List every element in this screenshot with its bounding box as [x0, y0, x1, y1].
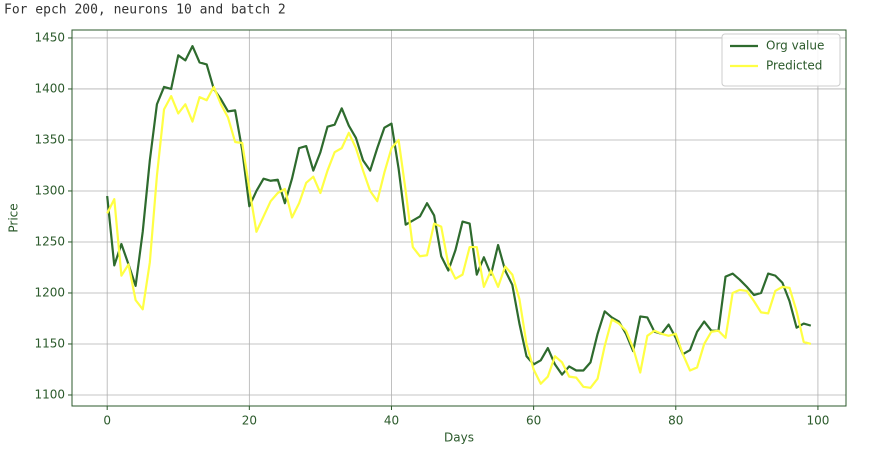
y-axis-label: Price	[7, 203, 21, 232]
x-tick-label: 0	[103, 414, 111, 428]
line-series	[106, 85, 812, 389]
x-tick-label: 40	[384, 414, 399, 428]
x-tick-label: 80	[668, 414, 683, 428]
y-tick-label: 1200	[34, 285, 65, 299]
x-tick-label: 20	[242, 414, 257, 428]
y-tick-label: 1400	[34, 81, 65, 95]
x-tick-label: 60	[526, 414, 541, 428]
y-tick-label: 1450	[34, 30, 65, 44]
y-tick-label: 1300	[34, 183, 65, 197]
y-tick-label: 1250	[34, 234, 65, 248]
y-tick-label: 1150	[34, 336, 65, 350]
legend-label: Predicted	[766, 59, 822, 73]
y-tick-label: 1350	[34, 132, 65, 146]
x-axis-label: Days	[444, 431, 474, 445]
y-tick-label: 1100	[34, 387, 65, 401]
chart-title: For epch 200, neurons 10 and batch 2	[4, 3, 286, 18]
legend-label: Org value	[766, 39, 824, 53]
line-series	[106, 45, 812, 376]
axes-frame	[71, 29, 847, 407]
x-tick-label: 100	[806, 414, 829, 428]
